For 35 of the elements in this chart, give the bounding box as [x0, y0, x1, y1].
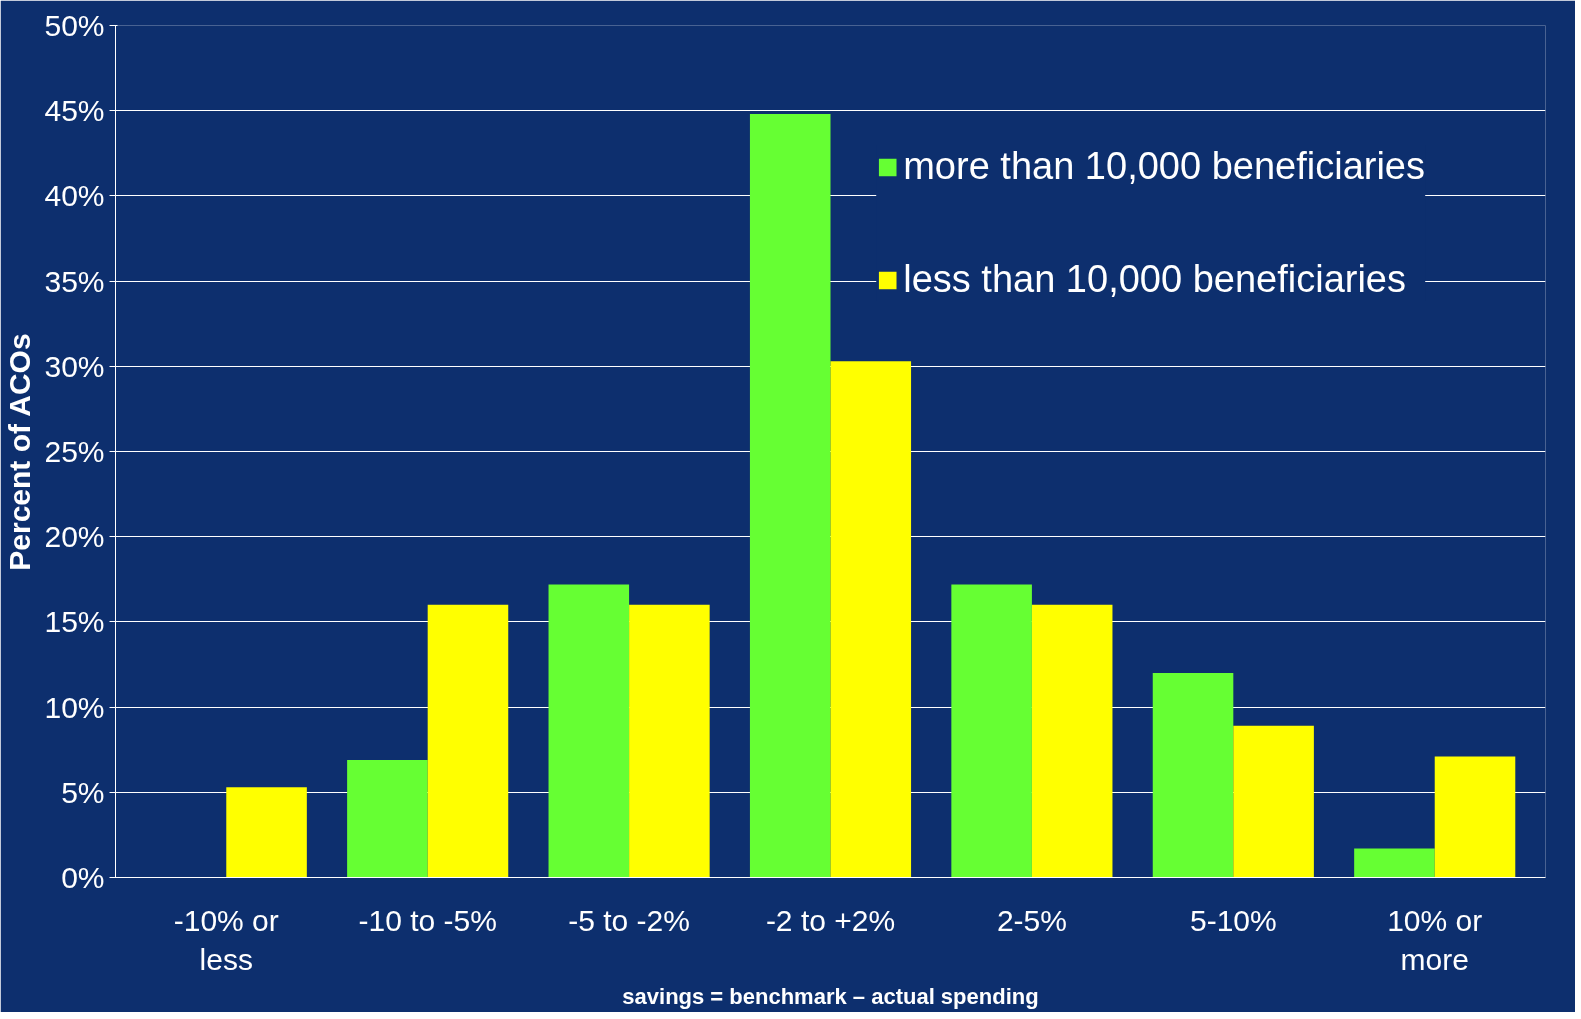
bar: [1233, 725, 1314, 878]
y-tick-label: 5%: [61, 775, 105, 809]
bar: [1354, 848, 1435, 878]
x-tick-label: -5 to -2%: [568, 903, 690, 937]
x-tick-label: 10% or more: [1387, 903, 1483, 977]
legend-label: less than 10,000 beneficiaries: [903, 258, 1406, 301]
y-tick-label: 15%: [44, 605, 105, 639]
x-tick-label: -10% or less: [173, 903, 279, 977]
y-tick-label: 50%: [44, 9, 105, 42]
x-tick-label: -10 to -5%: [358, 903, 497, 937]
y-tick-label: 20%: [44, 520, 105, 554]
legend-label: more than 10,000 beneficiaries: [903, 145, 1425, 188]
bar: [427, 604, 509, 878]
bar: [951, 584, 1032, 878]
y-tick-label: 35%: [44, 264, 105, 298]
y-tick-label: 25%: [44, 435, 105, 468]
bar: [226, 787, 307, 878]
x-axis-title: savings = benchmark – actual spending: [622, 984, 1039, 1010]
bar: [830, 361, 912, 878]
x-tick-label: 5-10%: [1189, 903, 1277, 937]
y-tick-label: 10%: [44, 690, 105, 724]
x-tick-label: -2 to +2%: [765, 903, 896, 937]
bar: [629, 604, 710, 878]
y-tick-label: 40%: [44, 179, 105, 213]
bar: [1152, 673, 1234, 878]
bar: [1434, 756, 1516, 878]
bar: [548, 584, 630, 878]
y-axis-title: Percent of ACOs: [3, 333, 37, 571]
y-tick-label: 45%: [44, 94, 105, 128]
bar: [1031, 604, 1113, 878]
y-tick-label: 0%: [61, 861, 105, 894]
y-tick-label: 30%: [44, 349, 105, 383]
x-tick-label: 2-5%: [996, 903, 1067, 937]
bar: [347, 759, 428, 878]
bar: [749, 114, 831, 878]
